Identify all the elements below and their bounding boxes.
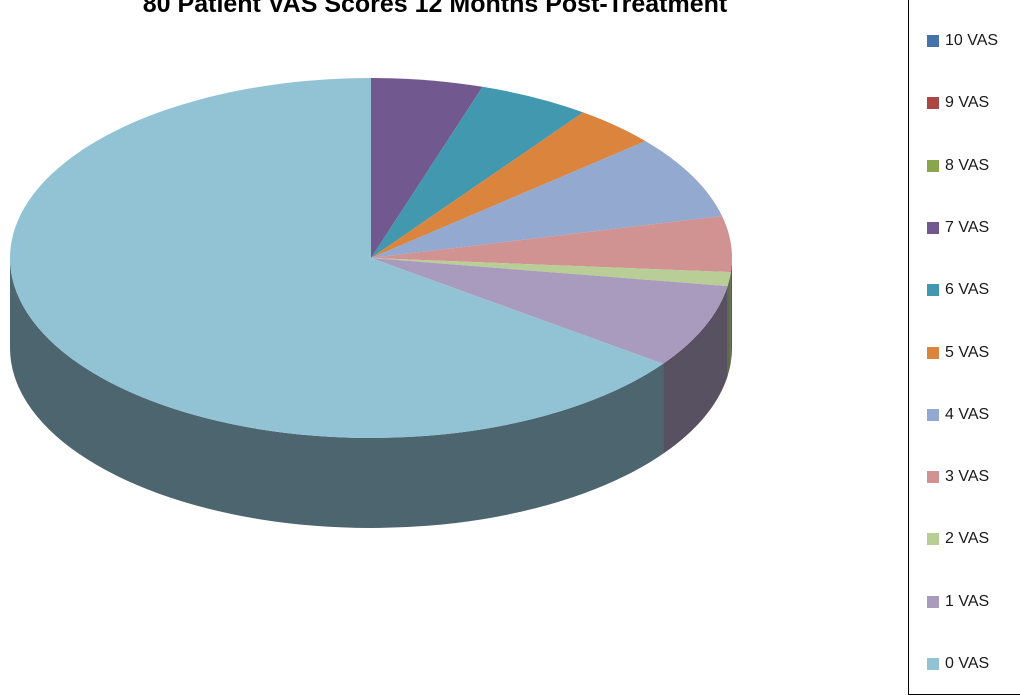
legend-swatch — [927, 284, 939, 297]
pie-slice-7-vas — [371, 78, 483, 258]
legend-label: 4 VAS — [945, 405, 990, 423]
legend-item-6-vas: 6 VAS — [927, 280, 989, 300]
pie-slice-1-vas — [371, 258, 728, 364]
legend-item-4-vas: 4 VAS — [927, 405, 989, 425]
legend-swatch — [927, 658, 939, 670]
legend-swatch — [927, 159, 939, 172]
legend-swatch — [927, 221, 939, 234]
legend-swatch — [927, 408, 939, 421]
legend-item-7-vas: 7 VAS — [927, 218, 989, 238]
legend-label: 2 VAS — [945, 530, 990, 548]
pie-side-1-vas — [663, 286, 728, 454]
legend-label: 9 VAS — [945, 94, 990, 112]
legend-swatch — [927, 533, 939, 546]
legend-swatch — [927, 471, 939, 484]
legend-label: 0 VAS — [945, 655, 990, 672]
chart-title: 80 Patient VAS Scores 12 Months Post-Tre… — [142, 0, 728, 18]
pie-chart — [9, 78, 732, 528]
legend-label: 10 VAS — [945, 32, 999, 49]
legend: 10 VAS 9 VAS 8 VAS 7 VAS 6 VAS 5 VAS 4 VAS 3 VA… — [908, 0, 1020, 695]
legend-item-1-vas: 1 VAS — [927, 592, 989, 612]
legend-item-8-vas: 8 VAS — [927, 156, 989, 176]
legend-item-0-vas: 0 VAS — [927, 654, 989, 674]
legend-swatch — [927, 346, 939, 359]
legend-label: 5 VAS — [945, 343, 990, 361]
legend-item-3-vas: 3 VAS — [927, 467, 989, 487]
legend-label: 3 VAS — [945, 468, 990, 486]
legend-swatch — [927, 35, 939, 47]
legend-item-9-vas: 9 VAS — [927, 93, 989, 113]
pie-slice-5-vas — [371, 112, 646, 258]
legend-swatch — [927, 595, 939, 608]
legend-label: 6 VAS — [945, 281, 990, 299]
pie-side-3-vas — [730, 258, 732, 363]
pie-side-0-vas — [9, 258, 664, 528]
legend-label: 7 VAS — [945, 218, 990, 236]
pie-slice-0-vas — [9, 78, 664, 438]
pie-slice-6-vas — [371, 86, 584, 258]
legend-swatch — [927, 97, 939, 110]
pie-slice-4-vas — [371, 141, 723, 258]
legend-label: 8 VAS — [945, 156, 990, 174]
pie-side-2-vas — [727, 272, 731, 377]
legend-item-2-vas: 2 VAS — [927, 529, 989, 549]
pie-slice-3-vas — [371, 215, 732, 273]
pie-slice-2-vas — [371, 258, 731, 287]
legend-item-10-vas: 10 VAS — [927, 31, 998, 51]
legend-item-5-vas: 5 VAS — [927, 343, 989, 363]
legend-label: 1 VAS — [945, 592, 990, 610]
